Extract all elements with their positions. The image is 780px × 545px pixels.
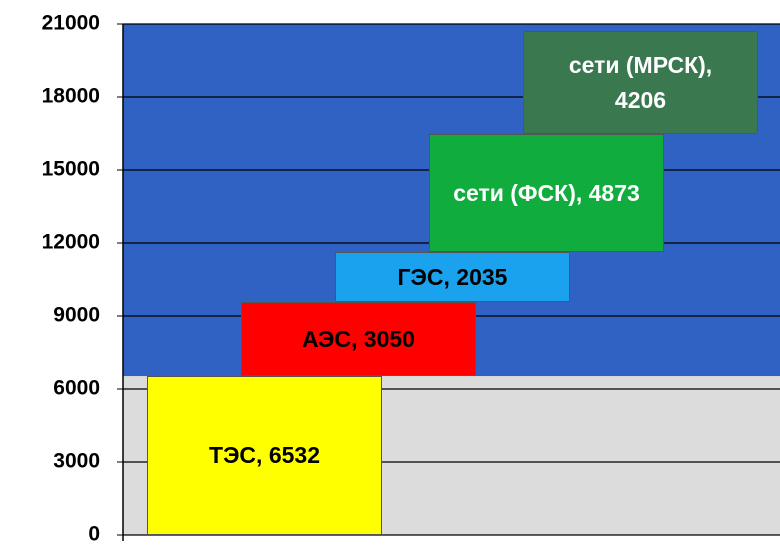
bar: ТЭС, 6532 (147, 376, 382, 535)
bar: сети (ФСК), 4873 (429, 133, 664, 253)
y-tick-label: 21000 (42, 12, 100, 35)
y-tick-label: 9000 (53, 304, 100, 327)
y-tick-label: 12000 (42, 231, 100, 254)
y-tick-label: 18000 (42, 85, 100, 108)
bar: сети (МРСК), 4206 (523, 31, 758, 134)
value-label: ГЭС, 2035 (397, 263, 508, 290)
y-tick-label: 15000 (42, 158, 100, 181)
value-label: ТЭС, 6532 (209, 442, 320, 469)
bar: АЭС, 3050 (241, 301, 476, 377)
y-tick-label: 3000 (53, 450, 100, 473)
y-tick-label: 0 (88, 523, 100, 545)
value-label: АЭС, 3050 (302, 325, 415, 352)
y-tick-label: 6000 (53, 377, 100, 400)
value-label: сети (МРСК), 4206 (568, 52, 713, 113)
bar: ГЭС, 2035 (335, 252, 570, 302)
value-label: сети (ФСК), 4873 (453, 179, 640, 206)
